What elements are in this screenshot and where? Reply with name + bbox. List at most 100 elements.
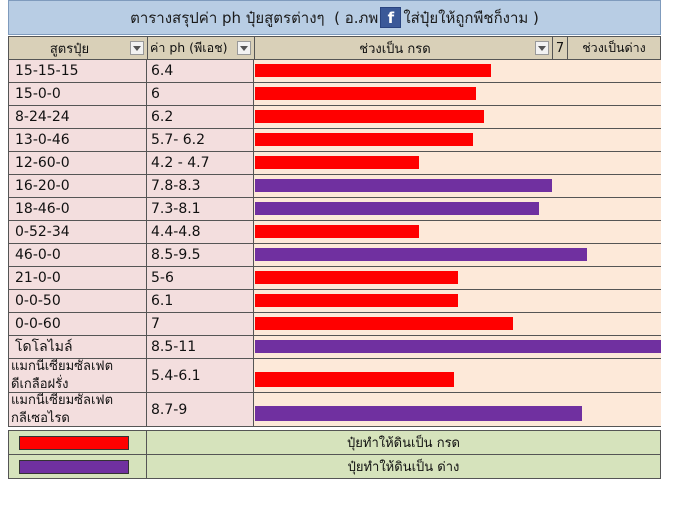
header-acid-range[interactable]: ช่วงเป็น กรด [254,36,553,60]
title-text-after: ใส่ปุ๋ยให้ถูกพืชก็งาม ) [403,8,539,27]
formula-cell[interactable]: 15-15-15 [8,60,147,83]
formula-cell[interactable]: 0-52-34 [8,221,147,244]
formula-text: โดโลไมล์ [15,339,73,355]
formula-cell[interactable]: 0-0-60 [8,313,147,336]
ph-bar-cell[interactable] [254,267,661,290]
ph-bar-cell[interactable] [254,106,661,129]
header-formula[interactable]: สูตรปุ๋ย [8,36,148,60]
ph-cell[interactable]: 8.5-11 [147,336,254,359]
ph-bar-cell[interactable] [254,290,661,313]
ph-bar-cell[interactable] [254,83,661,106]
ph-bar-cell[interactable] [254,129,661,152]
spreadsheet: ตารางสรุปค่า ph ปุ๋ยสูตรต่างๆ ( อ.ภพ f ใ… [8,0,663,496]
formula-cell[interactable]: 21-0-0 [8,267,147,290]
header-ph-label: ค่า ph (พีเอช) [150,40,228,55]
formula-text: 0-0-60 [15,316,61,332]
table-row: 15-0-0 6 [8,83,661,106]
legend-label: ปุ๋ยทำให้ดินเป็น กรด [347,436,460,451]
ph-cell[interactable]: 5.4-6.1 [147,359,254,393]
ph-cell[interactable]: 6.2 [147,106,254,129]
ph-cell[interactable]: 5.7- 6.2 [147,129,254,152]
formula-text: 21-0-0 [15,270,61,286]
acid-ph-bar [255,294,458,307]
table-row: โดโลไมล์ 8.5-11 [8,336,661,359]
ph-text: 5-6 [151,270,174,286]
acid-ph-bar [255,133,473,146]
ph-cell[interactable]: 8.7-9 [147,393,254,427]
ph-text: 6.1 [151,293,174,309]
formula-cell[interactable]: แมกนีเซียมซัลเฟต กลีเซอไรด [8,393,147,427]
ph-text: 8.5-11 [151,339,197,355]
base-ph-bar [255,248,587,261]
ph-bar-cell[interactable] [254,198,661,221]
formula-cell[interactable]: 8-24-24 [8,106,147,129]
formula-cell[interactable]: โดโลไมล์ [8,336,147,359]
ph-bar-cell[interactable] [254,393,661,427]
ph-bar-cell[interactable] [254,60,661,83]
legend-label: ปุ๋ยทำให้ดินเป็น ด่าง [347,460,460,475]
acid-ph-bar [255,372,454,387]
table-row: 0-52-34 4.4-4.8 [8,221,661,244]
ph-cell[interactable]: 6.4 [147,60,254,83]
acid-ph-bar [255,156,419,169]
formula-cell[interactable]: 46-0-0 [8,244,147,267]
table-row: 12-60-0 4.2 - 4.7 [8,152,661,175]
acid-ph-bar [255,110,484,123]
ph-text: 5.4-6.1 [151,367,201,384]
acid-ph-bar [255,225,419,238]
acid-ph-bar [255,87,476,100]
table-row: 21-0-0 5-6 [8,267,661,290]
filter-dropdown-icon[interactable] [237,41,251,55]
ph-cell[interactable]: 7.8-8.3 [147,175,254,198]
header-ph[interactable]: ค่า ph (พีเอช) [147,36,255,60]
table-row: 46-0-0 8.5-9.5 [8,244,661,267]
formula-cell[interactable]: 18-46-0 [8,198,147,221]
formula-text: 18-46-0 [15,201,70,217]
table-row: 13-0-46 5.7- 6.2 [8,129,661,152]
formula-text: 13-0-46 [15,132,70,148]
base-ph-bar [255,406,582,421]
legend-row: ปุ๋ยทำให้ดินเป็น ด่าง [8,454,661,479]
ph-bar-cell[interactable] [254,336,661,359]
formula-cell[interactable]: แมกนีเซียมซัลเฟต ดีเกลือฝรั่ง [8,359,147,393]
ph-bar-cell[interactable] [254,313,661,336]
ph-text: 7.8-8.3 [151,178,201,194]
filter-dropdown-icon[interactable] [535,41,549,55]
ph-cell[interactable]: 4.4-4.8 [147,221,254,244]
table-row: 15-15-15 6.4 [8,60,661,83]
formula-text: 0-0-50 [15,293,61,309]
ph-cell[interactable]: 7.3-8.1 [147,198,254,221]
filter-dropdown-icon[interactable] [130,41,144,55]
table-row: 18-46-0 7.3-8.1 [8,198,661,221]
formula-text: แมกนีเซียมซัลเฟต กลีเซอไรด [11,392,114,426]
ph-text: 5.7- 6.2 [151,132,206,148]
legend-divider [146,431,147,454]
table-row: 8-24-24 6.2 [8,106,661,129]
formula-cell[interactable]: 12-60-0 [8,152,147,175]
header-base-range[interactable]: ช่วงเป็นด่าง [567,36,661,60]
facebook-icon: f [380,7,402,28]
ph-bar-cell[interactable] [254,175,661,198]
base-ph-bar [255,202,539,215]
ph-text: 7 [151,316,160,332]
header-formula-label: สูตรปุ๋ย [49,41,90,57]
ph-text: 7.3-8.1 [151,201,201,217]
ph-cell[interactable]: 8.5-9.5 [147,244,254,267]
ph-cell[interactable]: 6.1 [147,290,254,313]
ph-text: 8.5-9.5 [151,247,201,263]
ph-cell[interactable]: 4.2 - 4.7 [147,152,254,175]
ph-cell[interactable]: 5-6 [147,267,254,290]
formula-cell[interactable]: 15-0-0 [8,83,147,106]
formula-cell[interactable]: 13-0-46 [8,129,147,152]
legend-swatch [19,460,129,474]
ph-bar-cell[interactable] [254,221,661,244]
acid-ph-bar [255,271,458,284]
ph-bar-cell[interactable] [254,244,661,267]
formula-cell[interactable]: 16-20-0 [8,175,147,198]
acid-ph-bar [255,317,513,330]
ph-cell[interactable]: 7 [147,313,254,336]
ph-bar-cell[interactable] [254,359,661,393]
ph-bar-cell[interactable] [254,152,661,175]
formula-cell[interactable]: 0-0-50 [8,290,147,313]
ph-cell[interactable]: 6 [147,83,254,106]
